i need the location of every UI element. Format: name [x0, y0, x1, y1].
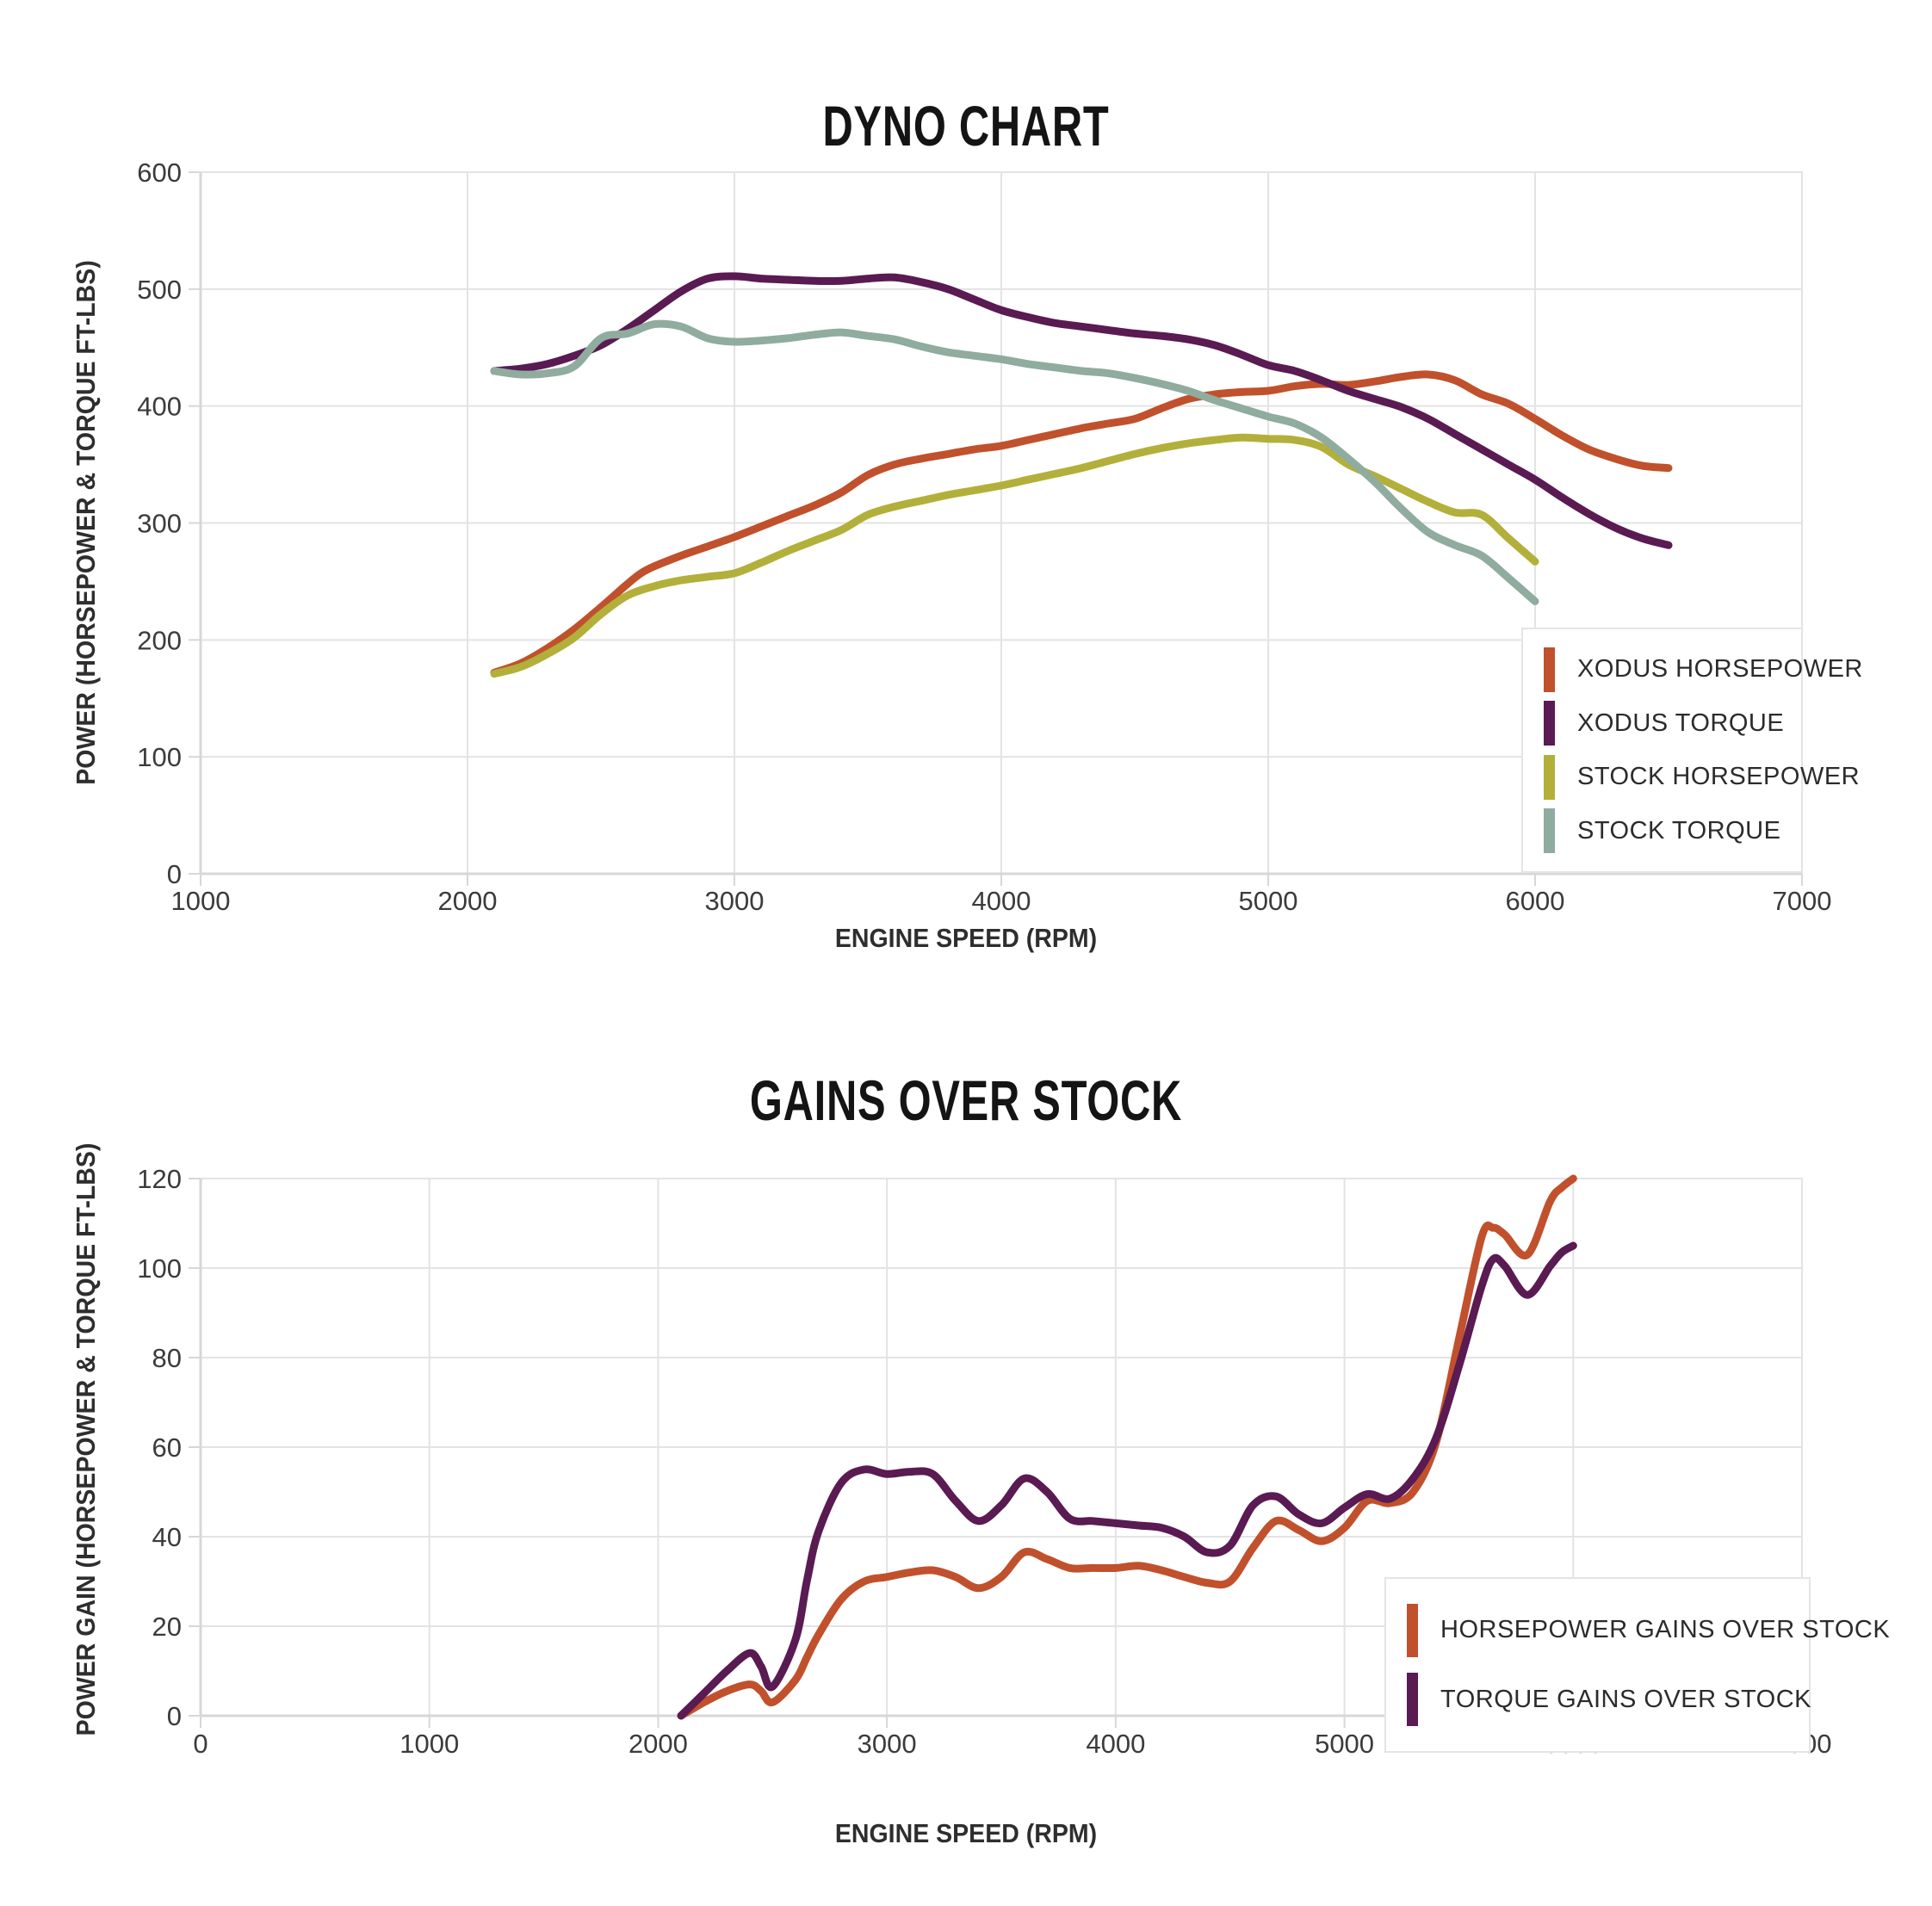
- gains-y-axis-label: POWER GAIN (HORSEPOWER & TORQUE FT-LBS): [71, 1142, 101, 1736]
- y-tick-label: 300: [137, 509, 182, 539]
- legend-label: TORQUE GAINS OVER STOCK: [1440, 1685, 1812, 1713]
- dyno-y-axis-label: POWER (HORSEPOWER & TORQUE FT-LBS): [71, 260, 101, 785]
- x-tick-label: 2000: [629, 1729, 688, 1759]
- legend-swatch-icon: [1407, 1603, 1418, 1657]
- legend-label: STOCK TORQUE: [1577, 816, 1781, 845]
- legend-item-xodus-horsepower[interactable]: XODUS HORSEPOWER: [1523, 647, 1862, 692]
- y-tick-label: 20: [152, 1612, 182, 1642]
- x-tick-label: 7000: [1773, 886, 1832, 916]
- gains-chart-title: GAINS OVER STOCK: [749, 1068, 1183, 1132]
- dyno-chart-title: DYNO CHART: [822, 94, 1110, 158]
- series-xodus-horsepower: [490, 370, 1673, 677]
- legend-item-torque-gains-over-stock[interactable]: TORQUE GAINS OVER STOCK: [1386, 1673, 1812, 1727]
- legend-swatch-icon: [1407, 1673, 1418, 1727]
- series-xodus-torque: [490, 272, 1673, 549]
- x-tick-label: 5000: [1315, 1729, 1374, 1759]
- legend-label: HORSEPOWER GAINS OVER STOCK: [1440, 1616, 1891, 1644]
- x-tick-label: 4000: [1086, 1729, 1145, 1759]
- y-tick-label: 60: [152, 1433, 182, 1463]
- legend-item-stock-torque[interactable]: STOCK TORQUE: [1523, 808, 1801, 854]
- dyno-legend: XODUS HORSEPOWER XODUS TORQUE STOCK HORSEP…: [1521, 628, 1862, 873]
- y-tick-label: 500: [137, 275, 182, 305]
- legend-swatch-icon: [1544, 647, 1555, 692]
- y-tick-label: 80: [152, 1343, 182, 1373]
- y-tick-label: 200: [137, 625, 182, 655]
- x-tick-label: 2000: [438, 886, 498, 916]
- x-tick-label: 6000: [1506, 886, 1565, 916]
- x-tick-label: 5000: [1239, 886, 1298, 916]
- legend-label: STOCK HORSEPOWER: [1577, 763, 1861, 791]
- x-tick-label: 0: [193, 1729, 207, 1759]
- x-tick-label: 3000: [858, 1729, 917, 1759]
- legend-item-horsepower-gains-over-stock[interactable]: HORSEPOWER GAINS OVER STOCK: [1386, 1603, 1890, 1657]
- y-tick-label: 0: [167, 1701, 182, 1731]
- y-tick-label: 0: [167, 859, 182, 889]
- legend-item-stock-horsepower[interactable]: STOCK HORSEPOWER: [1523, 754, 1860, 800]
- series-stock-torque: [490, 319, 1539, 605]
- gains-legend: HORSEPOWER GAINS OVER STOCK TORQUE GAINS …: [1384, 1577, 1890, 1753]
- x-tick-label: 1000: [399, 1729, 459, 1759]
- x-tick-label: 1000: [171, 886, 231, 916]
- y-tick-label: 120: [137, 1164, 182, 1194]
- legend-item-xodus-torque[interactable]: XODUS TORQUE: [1523, 701, 1801, 746]
- y-tick-label: 400: [137, 392, 182, 422]
- y-tick-label: 100: [137, 742, 182, 772]
- series-horsepower-gains-over-stock: [677, 1174, 1577, 1720]
- legend-swatch-icon: [1544, 754, 1555, 800]
- legend-swatch-icon: [1544, 808, 1555, 854]
- x-tick-label: 3000: [705, 886, 765, 916]
- y-tick-label: 100: [137, 1253, 182, 1284]
- legend-swatch-icon: [1544, 701, 1555, 746]
- legend-label: XODUS TORQUE: [1577, 709, 1785, 737]
- y-tick-label: 600: [137, 158, 182, 188]
- gains-x-axis-label: ENGINE SPEED (RPM): [834, 1818, 1098, 1848]
- y-tick-label: 40: [152, 1522, 182, 1552]
- x-tick-label: 4000: [972, 886, 1031, 916]
- series-torque-gains-over-stock: [677, 1241, 1577, 1720]
- legend-label: XODUS HORSEPOWER: [1577, 655, 1863, 684]
- dyno-x-axis-label: ENGINE SPEED (RPM): [834, 923, 1098, 953]
- series-stock-horsepower: [490, 433, 1539, 678]
